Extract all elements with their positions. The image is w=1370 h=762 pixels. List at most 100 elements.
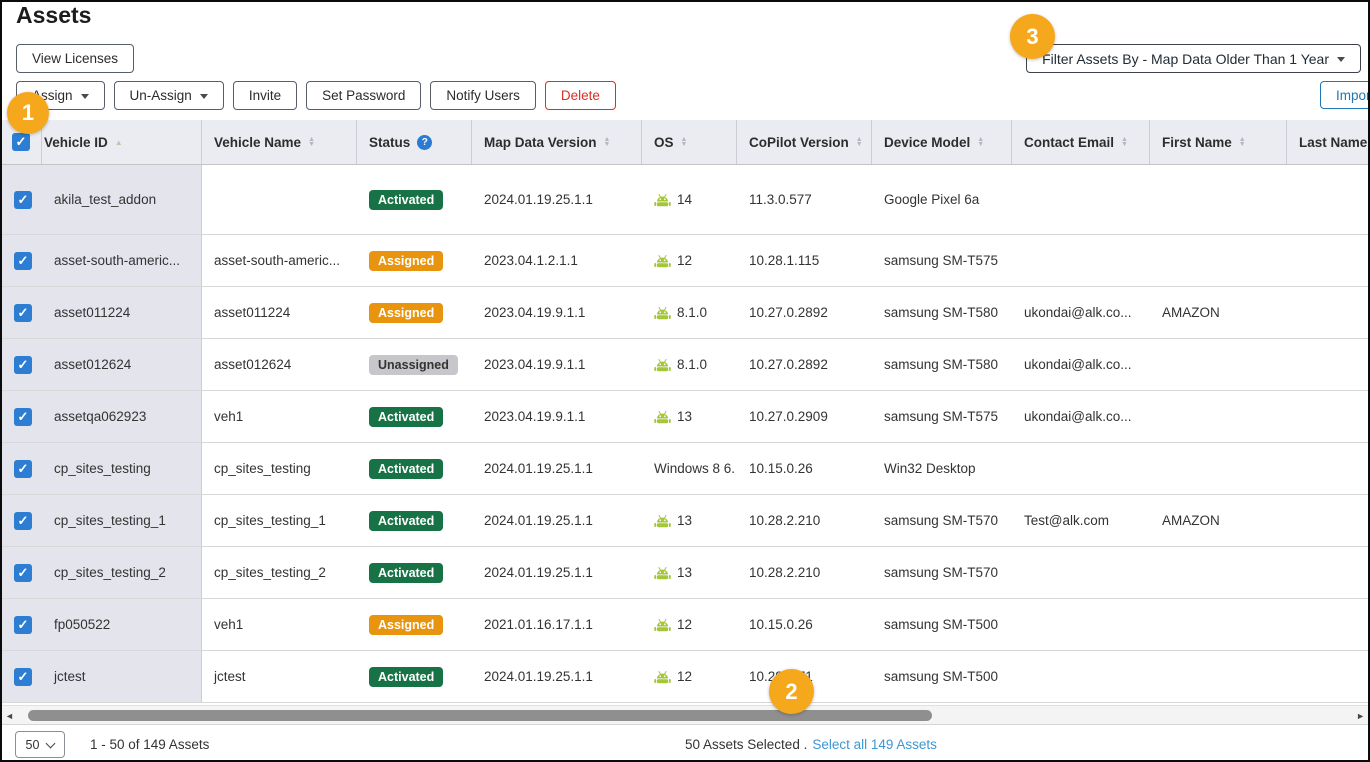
row-checkbox[interactable]: ✓: [2, 547, 42, 598]
select-all-link[interactable]: Select all 149 Assets: [812, 737, 937, 752]
device-model-cell: samsung SM-T575: [872, 391, 1012, 442]
row-checkbox[interactable]: ✓: [2, 339, 42, 390]
view-licenses-button[interactable]: View Licenses: [16, 44, 134, 73]
device-model-cell: samsung SM-T500: [872, 651, 1012, 702]
page-size-value: 50: [26, 738, 40, 752]
column-header-os[interactable]: OS ▲▼: [642, 120, 737, 164]
column-header-last-name[interactable]: Last Name: [1287, 120, 1368, 164]
row-checkbox[interactable]: ✓: [2, 391, 42, 442]
notify-users-button[interactable]: Notify Users: [430, 81, 536, 110]
sort-icon: ▲▼: [856, 137, 863, 147]
os-cell: 8.1.0: [642, 287, 737, 338]
selection-summary: 50 Assets Selected . Select all 149 Asse…: [685, 737, 937, 752]
checkbox-checked-icon: ✓: [14, 304, 32, 322]
row-checkbox[interactable]: ✓: [2, 599, 42, 650]
first-name-cell: [1150, 651, 1287, 702]
range-text: 1 - 50 of 149 Assets: [90, 737, 209, 752]
android-icon: [654, 566, 671, 580]
device-model-cell: samsung SM-T580: [872, 287, 1012, 338]
chevron-down-icon: [46, 738, 56, 748]
device-model-cell: samsung SM-T570: [872, 547, 1012, 598]
checkbox-checked-icon: ✓: [14, 512, 32, 530]
column-header-first-name[interactable]: First Name ▲▼: [1150, 120, 1287, 164]
action-toolbar: Assign Un-Assign Invite Set Password Not…: [16, 81, 616, 110]
help-icon[interactable]: ?: [417, 135, 432, 150]
scroll-right-icon[interactable]: ►: [1356, 711, 1365, 721]
os-version: 13: [677, 513, 692, 528]
contact-email-cell: ukondai@alk.co...: [1012, 391, 1150, 442]
column-header-vehicle-name[interactable]: Vehicle Name ▲▼: [202, 120, 357, 164]
os-cell: 12: [642, 599, 737, 650]
copilot-version-cell: 11.3.0.577: [737, 165, 872, 234]
invite-button[interactable]: Invite: [233, 81, 297, 110]
android-icon: [654, 254, 671, 268]
status-badge: Activated: [369, 563, 443, 583]
callout-badge-3: 3: [1010, 14, 1055, 59]
column-label: First Name: [1162, 135, 1232, 150]
table-row: ✓ assetqa062923 veh1 Activated 2023.04.1…: [2, 391, 1368, 443]
android-icon: [654, 358, 671, 372]
column-header-copilot-version[interactable]: CoPilot Version ▲▼: [737, 120, 872, 164]
table-row: ✓ cp_sites_testing_2 cp_sites_testing_2 …: [2, 547, 1368, 599]
os-version: 8.1.0: [677, 305, 707, 320]
vehicle-id-cell: akila_test_addon: [42, 165, 202, 234]
page-size-select[interactable]: 50: [15, 731, 65, 758]
column-header-status[interactable]: Status ?: [357, 120, 472, 164]
android-icon: [654, 306, 671, 320]
status-badge: Assigned: [369, 251, 443, 271]
set-password-button[interactable]: Set Password: [306, 81, 421, 110]
device-model-cell: Google Pixel 6a: [872, 165, 1012, 234]
first-name-cell: AMAZON: [1150, 495, 1287, 546]
delete-button[interactable]: Delete: [545, 81, 616, 110]
sort-icon: ▲▼: [1239, 137, 1246, 147]
checkbox-checked-icon: ✓: [14, 356, 32, 374]
os-version: 8.1.0: [677, 357, 707, 372]
row-checkbox[interactable]: ✓: [2, 287, 42, 338]
vehicle-name-cell: asset012624: [202, 339, 357, 390]
copilot-version-cell: 10.28.2.210: [737, 547, 872, 598]
checkbox-checked-icon: ✓: [14, 564, 32, 582]
last-name-cell: [1287, 287, 1368, 338]
last-name-cell: [1287, 165, 1368, 234]
filter-assets-dropdown[interactable]: Filter Assets By - Map Data Older Than 1…: [1026, 44, 1361, 73]
first-name-cell: [1150, 339, 1287, 390]
copilot-version-cell: 10.27.0.2892: [737, 339, 872, 390]
import-button[interactable]: Import: [1320, 81, 1370, 109]
column-header-map-data-version[interactable]: Map Data Version ▲▼: [472, 120, 642, 164]
column-header-vehicle-id[interactable]: Vehicle ID ▲: [42, 120, 202, 164]
column-header-device-model[interactable]: Device Model ▲▼: [872, 120, 1012, 164]
copilot-version-cell: 10.28.2.210: [737, 495, 872, 546]
contact-email-cell: [1012, 651, 1150, 702]
first-name-cell: [1150, 391, 1287, 442]
sort-icon: ▲▼: [681, 137, 688, 147]
os-cell: 12: [642, 235, 737, 286]
device-model-cell: samsung SM-T500: [872, 599, 1012, 650]
un-assign-button[interactable]: Un-Assign: [114, 81, 224, 110]
row-checkbox[interactable]: ✓: [2, 235, 42, 286]
row-checkbox[interactable]: ✓: [2, 651, 42, 702]
contact-email-cell: ukondai@alk.co...: [1012, 287, 1150, 338]
os-version: 12: [677, 669, 692, 684]
callout-badge-1: 1: [7, 92, 49, 134]
copilot-version-cell: 10.27.0.2909: [737, 391, 872, 442]
vehicle-name-cell: [202, 165, 357, 234]
column-header-contact-email[interactable]: Contact Email ▲▼: [1012, 120, 1150, 164]
row-checkbox[interactable]: ✓: [2, 495, 42, 546]
device-model-cell: Win32 Desktop: [872, 443, 1012, 494]
row-checkbox[interactable]: ✓: [2, 165, 42, 234]
row-checkbox[interactable]: ✓: [2, 443, 42, 494]
horizontal-scrollbar[interactable]: ◄ ►: [2, 705, 1368, 725]
table-body: ✓ akila_test_addon Activated 2024.01.19.…: [2, 165, 1368, 703]
column-label: Status: [369, 135, 410, 150]
os-cell: 13: [642, 391, 737, 442]
status-badge: Activated: [369, 459, 443, 479]
column-label: OS: [654, 135, 674, 150]
status-badge: Activated: [369, 511, 443, 531]
checkbox-checked-icon: ✓: [14, 460, 32, 478]
vehicle-id-cell: assetqa062923: [42, 391, 202, 442]
status-cell: Activated: [357, 651, 472, 702]
scroll-left-icon[interactable]: ◄: [5, 711, 14, 721]
import-label: Import: [1336, 88, 1370, 103]
un-assign-label: Un-Assign: [130, 88, 192, 103]
last-name-cell: [1287, 495, 1368, 546]
